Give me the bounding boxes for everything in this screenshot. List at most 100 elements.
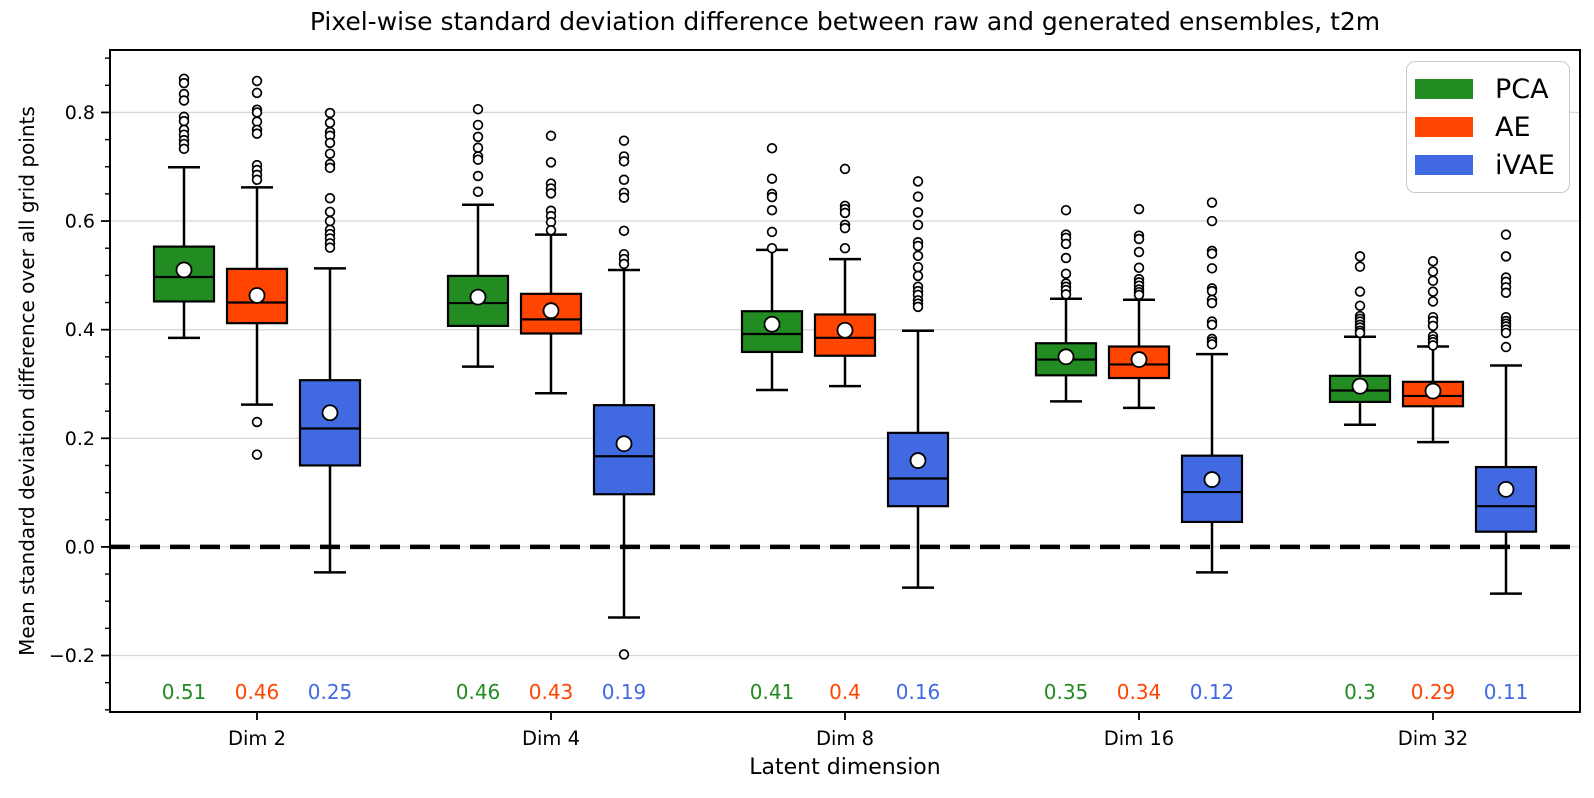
box-ivae-dim8 [886, 431, 950, 508]
outlier-ivae-dim16 [1206, 263, 1218, 274]
outlier-ae-dim2 [251, 87, 263, 99]
outlier-ae-dim32 [1427, 320, 1439, 332]
outlier-ivae-dim32 [1500, 287, 1512, 299]
outlier-ivae-dim8 [912, 250, 924, 262]
pca-color-swatch [1415, 79, 1473, 99]
outlier-ivae-dim4 [618, 225, 630, 237]
outlier-pca-dim16 [1060, 268, 1072, 279]
outlier-ivae-dim4 [618, 174, 630, 186]
mean-marker-ivae-dim2 [321, 404, 339, 422]
outlier-ae-dim32 [1427, 266, 1439, 277]
outlier-ivae-dim32 [1500, 229, 1512, 240]
mean-label-ae-dim32: 0.29 [1411, 680, 1456, 704]
legend: PCA AE iVAE [1406, 61, 1570, 193]
outlier-pca-dim4 [472, 170, 484, 182]
mean-label-ae-dim8: 0.4 [829, 680, 861, 704]
outlier-ivae-dim4 [618, 192, 630, 203]
outlier-ae-dim8 [839, 163, 851, 175]
outlier-ivae-dim16 [1206, 215, 1218, 227]
outlier-pca-dim4 [472, 186, 484, 197]
outlier-ivae-dim2 [324, 117, 336, 129]
x-tick-label: Dim 8 [816, 727, 874, 750]
x-axis-label: Latent dimension [749, 755, 941, 780]
mean-marker-ivae-dim32 [1497, 480, 1515, 498]
outlier-pca-dim32 [1354, 261, 1366, 272]
box-ae-dim4 [519, 292, 583, 335]
outlier-ivae-dim16 [1206, 285, 1218, 297]
outlier-ivae-dim2 [324, 215, 336, 227]
y-tick-label: 0.4 [65, 319, 95, 341]
outlier-ivae-dim8 [912, 301, 924, 313]
outlier-ae-dim8 [839, 207, 851, 219]
outlier-ae-dim4 [545, 188, 557, 199]
outlier-pca-dim16 [1060, 204, 1072, 216]
mean-label-pca-dim2: 0.51 [162, 680, 207, 704]
legend-label-pca: PCA [1495, 73, 1549, 105]
outlier-ivae-dim32 [1500, 327, 1512, 339]
outlier-ivae-dim4 [618, 156, 630, 167]
mean-marker-pca-dim2 [175, 261, 193, 279]
outlier-ae-dim2 [251, 128, 263, 139]
mean-marker-pca-dim4 [469, 288, 487, 306]
outlier-ivae-dim32 [1500, 251, 1512, 262]
outlier-ae-dim4 [545, 157, 557, 168]
outlier-pca-dim8 [766, 242, 778, 254]
mean-marker-ae-dim32 [1424, 382, 1442, 400]
box-ivae-dim16 [1180, 454, 1244, 524]
mean-label-ivae-dim4: 0.19 [602, 680, 647, 704]
mean-label-ae-dim4: 0.43 [529, 680, 574, 704]
ivae-color-swatch [1415, 155, 1473, 175]
outlier-ivae-dim8 [912, 191, 924, 202]
outlier-ae-dim16 [1133, 233, 1145, 245]
mean-marker-ivae-dim8 [909, 452, 927, 469]
legend-label-ivae: iVAE [1495, 149, 1555, 181]
y-tick-label: −0.2 [49, 645, 95, 667]
legend-label-ae: AE [1495, 111, 1531, 143]
outlier-pca-dim8 [766, 173, 778, 184]
y-tick-label: 0.6 [65, 211, 95, 233]
outlier-ivae-dim8 [912, 207, 924, 218]
mean-label-pca-dim32: 0.3 [1344, 680, 1376, 704]
y-tick-label: 0.8 [65, 102, 95, 124]
outlier-pca-dim32 [1354, 327, 1366, 339]
outlier-ivae-dim8 [912, 219, 924, 231]
outlier-ae-dim32 [1427, 340, 1439, 351]
mean-marker-ae-dim16 [1130, 351, 1148, 368]
outlier-ivae-dim16 [1206, 339, 1218, 350]
mean-marker-pca-dim32 [1351, 377, 1369, 395]
mean-marker-ivae-dim4 [615, 435, 633, 453]
outlier-pca-dim16 [1060, 238, 1072, 250]
outlier-ivae-dim8 [912, 176, 924, 187]
outlier-pca-dim8 [766, 226, 778, 238]
y-axis-label: Mean standard deviation difference over … [15, 106, 39, 656]
outlier-ivae-dim16 [1206, 248, 1218, 259]
outlier-ivae-dim2 [324, 137, 336, 149]
outlier-ivae-dim4 [618, 649, 630, 660]
outlier-ivae-dim2 [324, 206, 336, 218]
outlier-ae-dim2 [251, 449, 263, 460]
outlier-ae-dim16 [1133, 289, 1145, 301]
mean-label-ivae-dim8: 0.16 [896, 680, 941, 704]
mean-marker-pca-dim8 [763, 315, 781, 333]
outlier-pca-dim2 [178, 143, 190, 155]
outlier-pca-dim16 [1060, 252, 1072, 264]
outlier-ivae-dim2 [324, 242, 336, 253]
box-ivae-dim32 [1474, 465, 1538, 533]
outlier-pca-dim16 [1060, 289, 1072, 300]
outlier-ae-dim16 [1133, 246, 1145, 258]
outlier-ae-dim8 [839, 242, 851, 254]
outlier-ivae-dim2 [324, 193, 336, 204]
mean-marker-ae-dim2 [248, 287, 266, 304]
mean-label-pca-dim16: 0.35 [1044, 680, 1089, 704]
mean-label-ivae-dim32: 0.11 [1484, 680, 1529, 704]
x-tick-label: Dim 16 [1104, 727, 1174, 750]
mean-label-pca-dim8: 0.41 [750, 680, 795, 704]
mean-marker-ivae-dim16 [1203, 471, 1221, 488]
outlier-ivae-dim8 [912, 261, 924, 273]
outlier-pca-dim4 [472, 131, 484, 143]
chart-title: Pixel-wise standard deviation difference… [309, 7, 1381, 36]
outlier-pca-dim4 [472, 119, 484, 131]
outlier-ivae-dim2 [324, 107, 336, 119]
